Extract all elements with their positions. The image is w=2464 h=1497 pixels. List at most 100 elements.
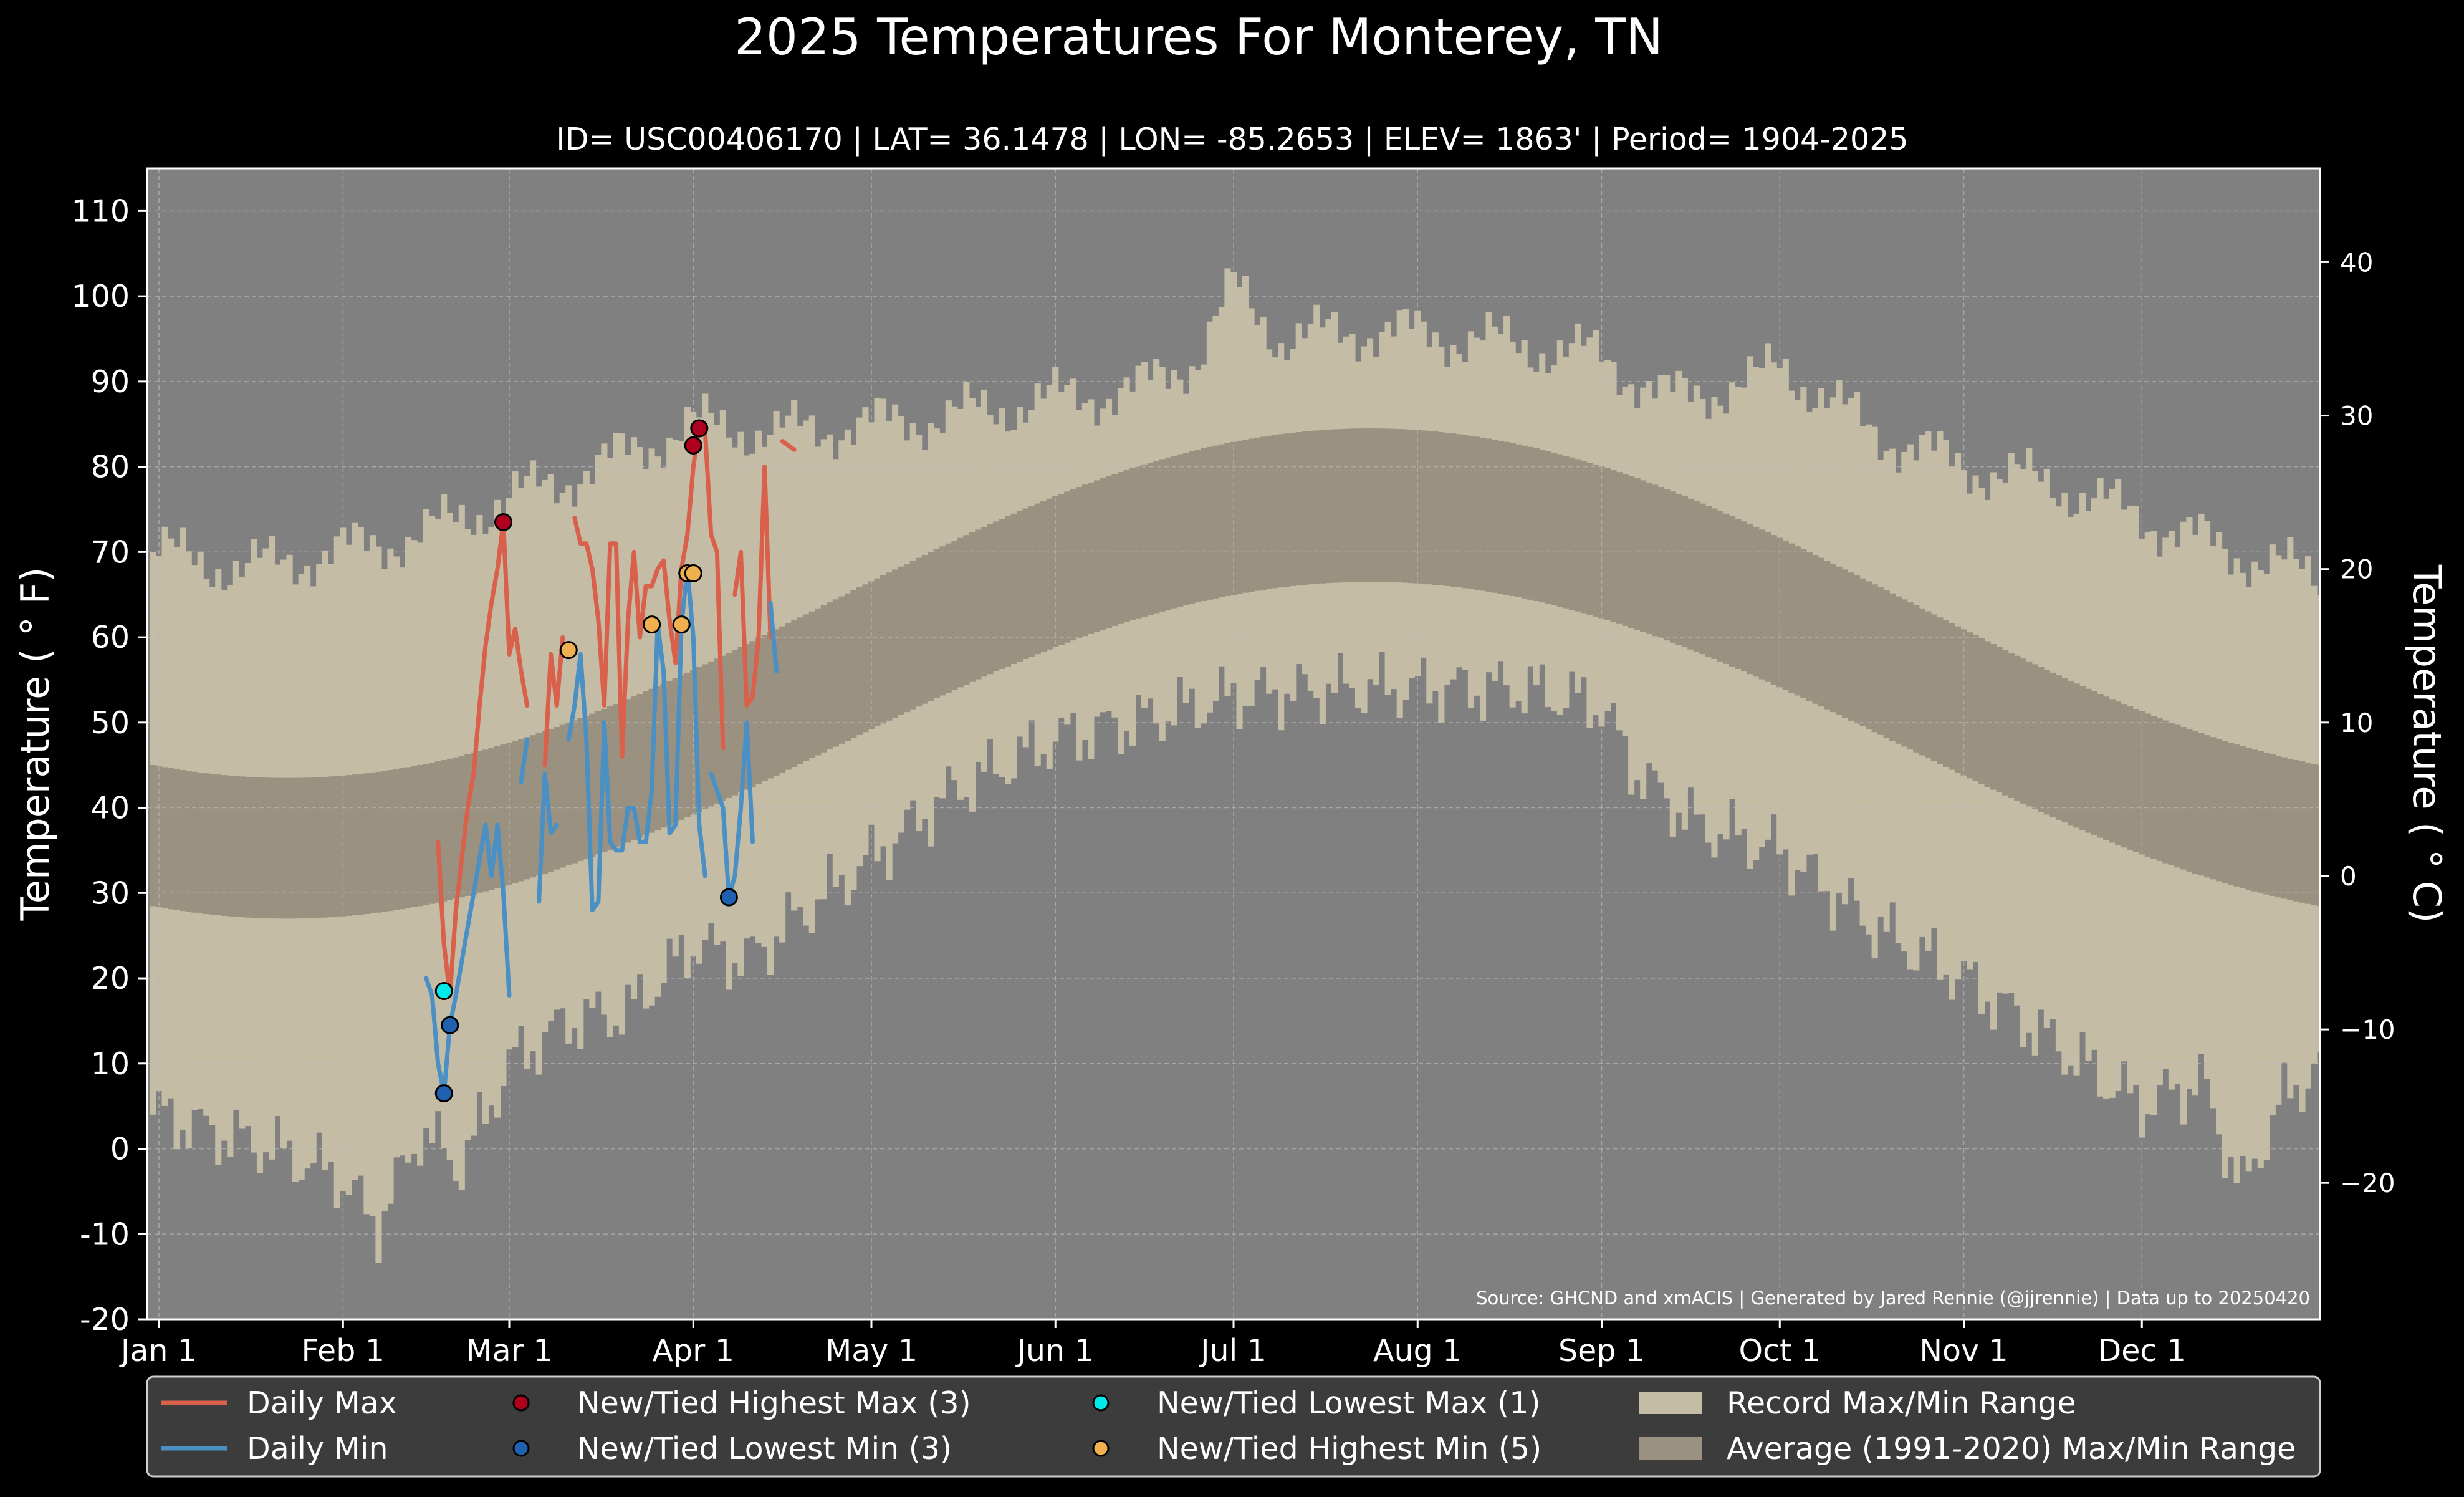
average-range-bar	[2156, 718, 2163, 862]
average-range-bar	[2293, 760, 2299, 902]
lowest-min-point	[441, 1016, 459, 1034]
average-range-bar	[1040, 501, 1047, 652]
average-range-bar	[215, 774, 222, 916]
lowest-min-point	[434, 1084, 453, 1103]
average-range-bar	[1818, 557, 1824, 707]
average-range-bar	[1575, 459, 1581, 612]
average-range-bar	[571, 720, 578, 864]
average-range-bar	[761, 635, 768, 781]
average-range-bar	[2180, 727, 2187, 870]
average-range-bar	[654, 686, 661, 830]
average-range-bar	[1925, 611, 1932, 759]
average-range-bar	[423, 764, 429, 905]
legend-label: Daily Min	[247, 1431, 388, 1466]
average-range-bar	[2287, 758, 2294, 900]
average-range-bar	[1325, 430, 1332, 584]
average-range-bar	[180, 770, 186, 912]
average-range-bar	[411, 766, 418, 908]
legend-swatch-dot	[1092, 1440, 1110, 1457]
average-range-bar	[1937, 617, 1944, 764]
average-range-bar	[1984, 641, 1991, 787]
average-range-bar	[1426, 431, 1433, 585]
average-range-bar	[292, 777, 299, 919]
average-range-bar	[1384, 428, 1391, 582]
average-range-bar	[363, 773, 370, 915]
average-range-bar	[707, 661, 714, 807]
y-tick-label-left: 100	[71, 279, 130, 314]
average-range-bar	[2038, 667, 2045, 812]
average-range-bar	[554, 727, 560, 870]
average-range-bar	[1699, 503, 1706, 655]
average-range-bar	[1438, 432, 1445, 585]
y-axis-right-label: Temperature ( ° C)	[2404, 564, 2450, 923]
average-range-bar	[595, 711, 602, 855]
average-range-bar	[886, 572, 893, 721]
average-range-bar	[1866, 581, 1872, 729]
y-tick-label-left: 0	[110, 1132, 130, 1167]
average-range-bar	[850, 590, 857, 738]
average-range-bar	[328, 776, 335, 918]
average-range-bar	[1711, 508, 1718, 659]
average-range-bar	[1224, 443, 1231, 596]
average-range-bar	[1622, 474, 1629, 626]
average-range-bar	[399, 768, 406, 910]
source-note: Source: GHCND and xmACIS | Generated by …	[1476, 1288, 2310, 1309]
average-range-bar	[500, 744, 507, 887]
average-range-bar	[916, 557, 923, 707]
average-range-bar	[1735, 519, 1742, 669]
average-range-bar	[476, 751, 483, 893]
average-range-bar	[945, 543, 952, 693]
average-range-bar	[2061, 678, 2068, 823]
average-range-bar	[197, 773, 204, 913]
average-range-bar	[1278, 434, 1285, 588]
average-range-bar	[2186, 729, 2193, 872]
average-range-bar	[1657, 487, 1664, 638]
average-range-bar	[2316, 764, 2320, 907]
average-range-bar	[1313, 430, 1320, 584]
average-range-bar	[1907, 602, 1914, 750]
average-range-bar	[1088, 482, 1095, 634]
average-range-bar	[1147, 463, 1154, 615]
average-range-bar	[975, 529, 982, 680]
average-range-bar	[352, 774, 358, 916]
legend: Daily Max Daily Min New/Tied Highest Max (…	[146, 1375, 2321, 1478]
average-range-bar	[298, 777, 305, 919]
average-range-bar	[1568, 457, 1575, 610]
average-range-bar	[381, 771, 388, 912]
average-range-bar	[2304, 763, 2312, 904]
y-tick-label-left: -10	[80, 1216, 130, 1252]
average-range-bar	[1509, 443, 1516, 596]
average-range-bar	[345, 775, 352, 916]
average-range-bar	[2132, 708, 2139, 852]
average-range-bar	[577, 718, 584, 862]
average-range-bar	[2085, 688, 2092, 833]
legend-swatch-dot	[512, 1440, 530, 1457]
y-axis-left-label: Temperature ( ° F)	[12, 567, 58, 922]
average-range-bar	[1972, 635, 1979, 781]
average-range-bar	[1497, 440, 1504, 594]
average-range-bar	[1141, 464, 1148, 617]
x-tick-label: Jan 1	[119, 1333, 197, 1369]
average-range-bar	[1996, 647, 2003, 793]
average-range-bar	[280, 777, 287, 919]
x-tick-label: Aug 1	[1373, 1333, 1462, 1369]
x-tick-label: Sep 1	[1558, 1333, 1645, 1369]
average-range-bar	[1005, 516, 1012, 667]
average-range-bar	[636, 694, 643, 838]
average-range-bar	[1794, 546, 1801, 696]
average-range-bar	[524, 737, 530, 880]
average-range-bar	[589, 713, 596, 857]
y-tick-label-right: 30	[2340, 401, 2373, 431]
average-range-bar	[1093, 480, 1100, 632]
average-range-bar	[2263, 753, 2270, 895]
average-range-bar	[2198, 733, 2205, 876]
average-range-bar	[1806, 552, 1813, 701]
average-range-bar	[1100, 478, 1106, 630]
average-range-bar	[969, 532, 976, 682]
average-range-bar	[957, 537, 964, 688]
average-range-bar	[1367, 428, 1374, 582]
average-range-bar	[453, 757, 459, 899]
y-tick-label-left: 50	[91, 705, 130, 741]
average-range-bar	[559, 724, 566, 868]
average-range-bar	[737, 647, 744, 793]
